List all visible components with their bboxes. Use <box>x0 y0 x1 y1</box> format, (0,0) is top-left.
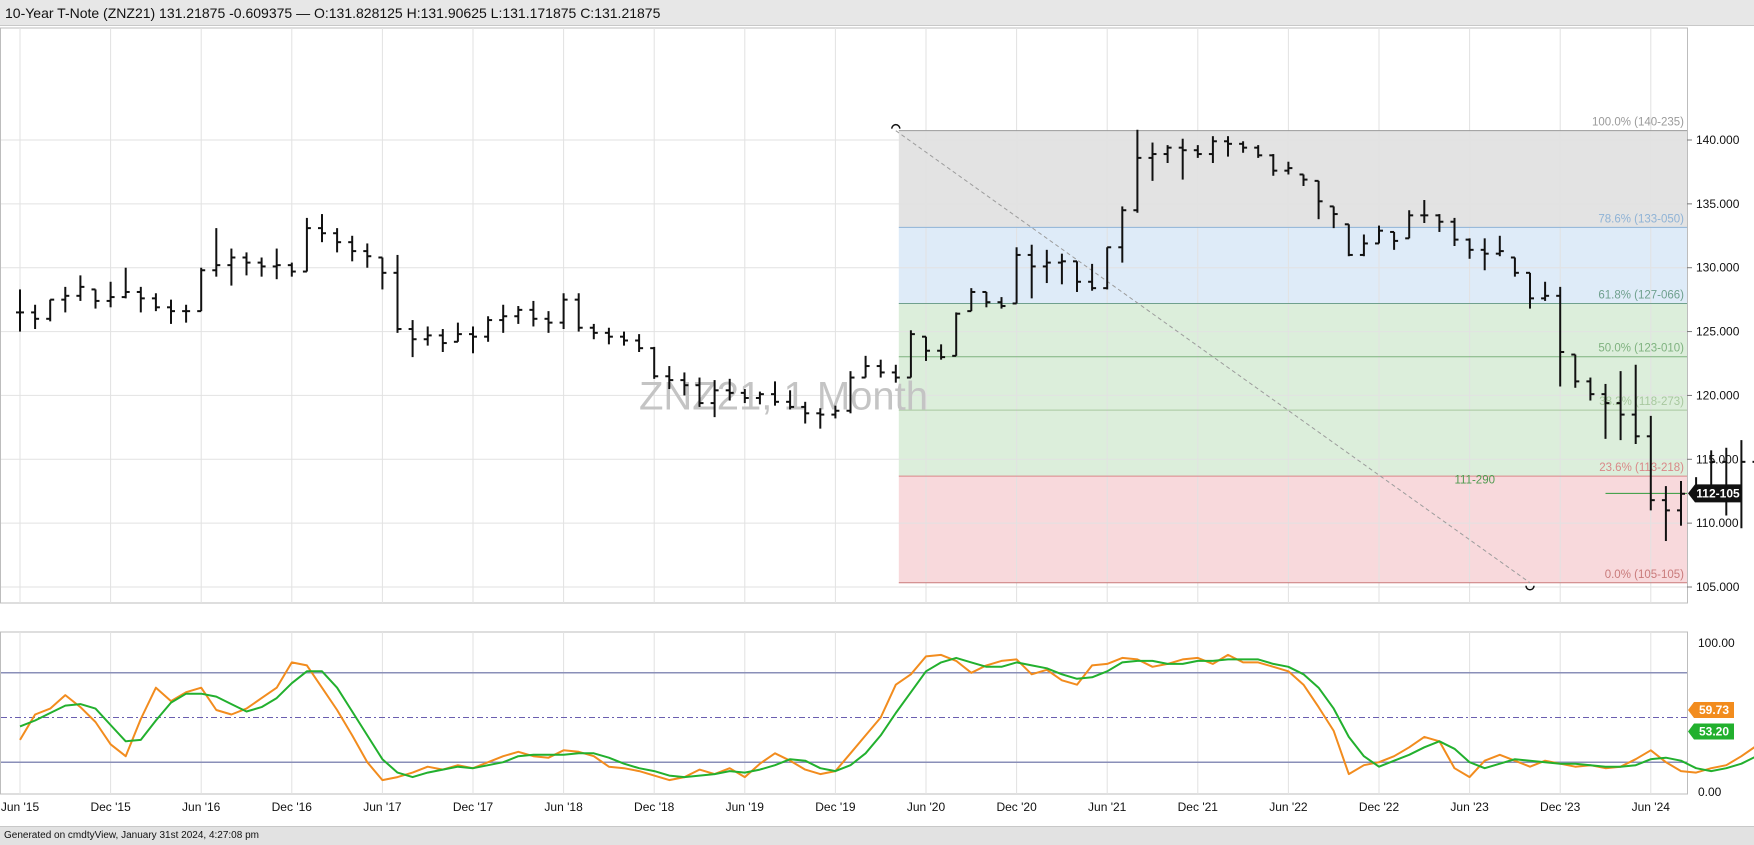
x-tick-label: Jun '17 <box>363 800 402 814</box>
x-tick-label: Dec '15 <box>90 800 131 814</box>
stoch-d-tag <box>1688 723 1734 740</box>
x-tick-label: Jun '16 <box>182 800 221 814</box>
price-panel-frame <box>0 27 1688 604</box>
y-tick-label: 105.000 <box>1696 580 1740 594</box>
x-tick-label: Dec '20 <box>996 800 1037 814</box>
y-tick-label: 135.000 <box>1696 197 1740 211</box>
x-tick-label: Dec '22 <box>1359 800 1400 814</box>
stoch-y-tick-label: 0.00 <box>1698 785 1722 799</box>
x-tick-label: Dec '21 <box>1178 800 1219 814</box>
x-tick-label: Dec '18 <box>634 800 675 814</box>
x-tick-label: Jun '15 <box>1 800 40 814</box>
horizontal-line-label: 111-290 <box>1455 474 1496 486</box>
stoch-d-line <box>19 656 1754 779</box>
stoch-k-tag-text: 59.73 <box>1699 703 1729 717</box>
x-tick-label: Dec '23 <box>1540 800 1581 814</box>
y-tick-label: 115.000 <box>1696 452 1739 466</box>
chart-header: 10-Year T-Note (ZNZ21) 131.21875 -0.6093… <box>0 0 1754 26</box>
x-tick-label: Jun '20 <box>907 800 946 814</box>
fib-level-label: 61.8% (127-066) <box>1598 289 1684 301</box>
x-tick-label: Jun '18 <box>544 800 583 814</box>
x-tick-label: Dec '17 <box>453 800 494 814</box>
price-chart[interactable]: Jun '15 Dec '15 Jun '16 Dec '16 Jun '17 Dec '… <box>0 26 1754 826</box>
x-tick-label: Jun '21 <box>1088 800 1127 814</box>
x-tick-label: Dec '19 <box>815 800 856 814</box>
y-tick-label: 140.000 <box>1696 133 1740 147</box>
stoch-y-tick-label: 100.00 <box>1698 636 1735 650</box>
fib-level-label: 23.6% (113-218) <box>1599 462 1684 474</box>
fib-level-label: 78.6% (133-050) <box>1598 213 1684 225</box>
y-tick-label: 130.000 <box>1696 261 1740 275</box>
generated-timestamp: Generated on cmdtyView, January 31st 202… <box>4 830 259 841</box>
fib-zone <box>898 227 1687 304</box>
fib-zone <box>898 303 1687 477</box>
fib-zone <box>898 476 1687 583</box>
fib-anchor-end[interactable] <box>1525 585 1535 591</box>
x-tick-label: Jun '19 <box>726 800 765 814</box>
fib-level-label: 100.0% (140-235) <box>1592 117 1684 129</box>
stoch-d-tag-text: 53.20 <box>1699 724 1729 738</box>
x-tick-label: Jun '24 <box>1632 800 1671 814</box>
fib-anchor-start[interactable] <box>891 123 901 129</box>
fib-level-label: 38.2% (118-273) <box>1599 396 1684 408</box>
fib-zone <box>898 130 1687 228</box>
stoch-k-tag <box>1688 702 1734 719</box>
chart-watermark: ZNZ21, 1 Month <box>639 374 928 418</box>
last-price-tag <box>1688 484 1741 503</box>
y-tick-label: 110.000 <box>1696 516 1739 530</box>
instrument-quote-line: 10-Year T-Note (ZNZ21) 131.21875 -0.6093… <box>5 5 661 21</box>
y-tick-label: 125.000 <box>1696 325 1740 339</box>
chart-footer: Generated on cmdtyView, January 31st 202… <box>0 826 1754 845</box>
y-tick-label: 120.000 <box>1696 388 1740 402</box>
last-price-tag-text: 112-105 <box>1696 486 1740 500</box>
stoch-k-line <box>19 653 1754 782</box>
x-tick-label: Dec '16 <box>272 800 313 814</box>
x-tick-label: Jun '23 <box>1450 800 1489 814</box>
x-tick-label: Jun '22 <box>1269 800 1308 814</box>
fib-level-label: 50.0% (123-010) <box>1598 343 1684 355</box>
stochastic-panel-frame <box>0 631 1688 795</box>
fib-trend-line <box>895 130 1531 584</box>
fib-level-label: 0.0% (105-105) <box>1605 569 1684 581</box>
